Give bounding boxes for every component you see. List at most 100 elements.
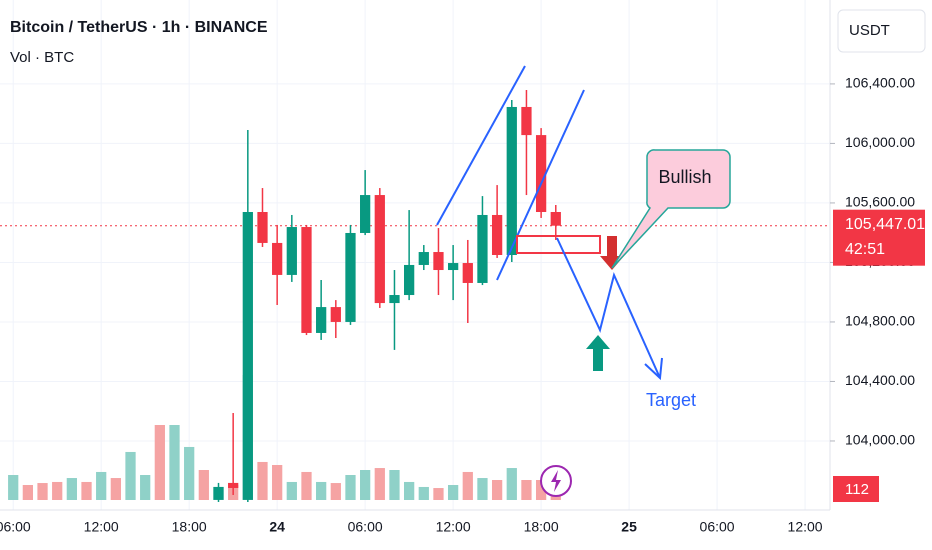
x-tick-label: 25 bbox=[621, 519, 637, 535]
volume-bar bbox=[110, 478, 121, 500]
chart-title: Bitcoin / TetherUS · 1h · BINANCE bbox=[10, 19, 268, 36]
volume-bar bbox=[37, 483, 48, 500]
y-tick-label: 104,400.00 bbox=[845, 372, 915, 388]
candle-body bbox=[389, 295, 400, 304]
candle-body bbox=[257, 212, 268, 243]
last-price-bg bbox=[833, 209, 925, 266]
candle-body bbox=[330, 307, 341, 322]
callout-text: Bullish bbox=[658, 167, 711, 187]
volume-bar bbox=[22, 485, 33, 500]
volume-layer bbox=[8, 375, 561, 500]
x-tick-label: 24 bbox=[269, 519, 285, 535]
candle-body bbox=[477, 214, 488, 283]
candle-body bbox=[316, 307, 327, 333]
x-tick-label: 06:00 bbox=[700, 519, 735, 535]
candle-body bbox=[550, 212, 561, 226]
candle-body bbox=[228, 482, 239, 488]
candle-body bbox=[462, 263, 473, 283]
flash-bolt bbox=[551, 470, 561, 492]
volume-bar bbox=[462, 471, 473, 500]
volume-bar bbox=[404, 481, 415, 500]
candle-body bbox=[491, 214, 503, 255]
candle-body bbox=[433, 252, 444, 271]
volume-bar bbox=[8, 475, 19, 500]
volume-bar bbox=[257, 461, 268, 500]
candle-body bbox=[345, 232, 356, 322]
candle-body bbox=[272, 242, 283, 275]
currency-label: USDT bbox=[849, 22, 890, 39]
volume-bar bbox=[140, 475, 151, 500]
volume-legend: Vol · BTC bbox=[10, 49, 74, 66]
candle-body bbox=[535, 135, 547, 213]
volume-bar bbox=[433, 488, 444, 500]
x-tick-label: 12:00 bbox=[436, 519, 471, 535]
volume-bar bbox=[125, 451, 136, 500]
candle-body bbox=[404, 264, 415, 296]
up-arrow bbox=[586, 335, 610, 371]
volume-bar bbox=[272, 465, 283, 500]
channel-line bbox=[436, 65, 526, 226]
volume-bar bbox=[506, 468, 517, 500]
candle-body bbox=[360, 195, 371, 233]
volume-bar bbox=[521, 480, 532, 500]
volume-bar bbox=[360, 470, 371, 500]
volume-tag-bg bbox=[833, 476, 879, 502]
candle-body bbox=[286, 227, 297, 275]
candle-body bbox=[374, 195, 385, 304]
candle-layer bbox=[213, 90, 561, 502]
down-arrow bbox=[600, 236, 624, 270]
candle-body bbox=[506, 106, 517, 255]
price-scale bbox=[830, 0, 932, 550]
volume-bar bbox=[535, 480, 547, 500]
volume-bar bbox=[389, 470, 400, 500]
candle-body bbox=[447, 263, 459, 271]
x-tick-label: 18:00 bbox=[172, 519, 207, 535]
y-tick-label: 105,600.00 bbox=[845, 194, 915, 210]
x-tick-label: 12:00 bbox=[84, 519, 119, 535]
y-tick-label: 106,400.00 bbox=[845, 75, 915, 91]
volume-bar bbox=[491, 480, 503, 500]
last-price-label: 105,447.01 bbox=[845, 216, 925, 233]
path-arrow bbox=[556, 237, 661, 379]
arrow-head bbox=[644, 357, 663, 381]
volume-bar bbox=[52, 481, 63, 500]
x-tick-label: 12:00 bbox=[788, 519, 823, 535]
candle-body bbox=[242, 212, 253, 500]
volume-bar bbox=[477, 478, 488, 500]
volume-bar bbox=[330, 483, 341, 500]
grid-layer bbox=[0, 0, 830, 510]
y-tick-label: 104,000.00 bbox=[845, 432, 915, 448]
volume-bar bbox=[96, 471, 107, 500]
countdown-label: 42:51 bbox=[845, 241, 885, 258]
candle-body bbox=[521, 106, 532, 136]
volume-bar bbox=[66, 478, 77, 500]
currency-box bbox=[837, 9, 926, 53]
volume-bar bbox=[184, 446, 195, 500]
last-price-tag: 105,447.01 42:51 bbox=[833, 209, 925, 266]
volume-bar bbox=[198, 470, 209, 500]
volume-bar bbox=[345, 475, 356, 500]
x-tick-label: 06:00 bbox=[348, 519, 383, 535]
y-tick-label: 106,000.00 bbox=[845, 134, 915, 150]
volume-bar bbox=[154, 425, 165, 500]
volume-bar bbox=[418, 486, 429, 500]
x-tick-label: 06:00 bbox=[0, 519, 31, 535]
callout-box bbox=[611, 149, 731, 269]
volume-bar bbox=[286, 481, 297, 500]
volume-bar bbox=[81, 481, 92, 500]
target-label: Target bbox=[646, 390, 696, 410]
volume-bar bbox=[316, 481, 327, 500]
volume-bar bbox=[301, 471, 312, 500]
candle-body bbox=[213, 486, 224, 500]
x-tick-label: 18:00 bbox=[524, 519, 559, 535]
y-tick-label: 104,800.00 bbox=[845, 313, 915, 329]
candle-body bbox=[301, 227, 312, 333]
volume-bar bbox=[447, 485, 459, 500]
volume-bar bbox=[169, 425, 180, 500]
channel-line bbox=[496, 89, 585, 281]
volume-tag-label: 112 bbox=[845, 481, 869, 498]
zone-box bbox=[516, 235, 601, 254]
volume-bar bbox=[374, 468, 385, 500]
x-axis: 06:00 12:00 18:00 24 06:00 12:00 18:00 25 06:00 1… bbox=[0, 519, 823, 535]
